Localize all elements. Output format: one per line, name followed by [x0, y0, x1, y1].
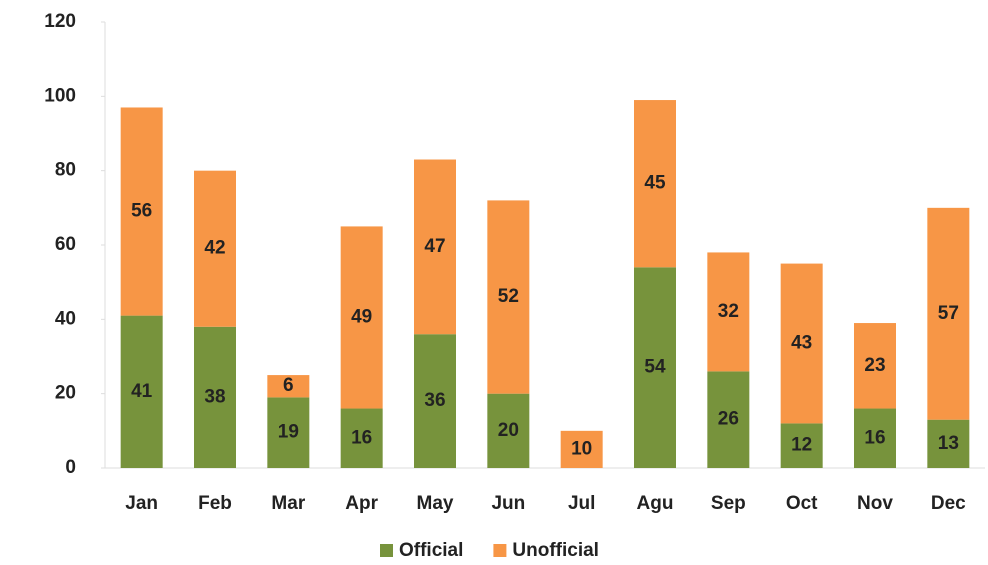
bar-segment — [487, 200, 530, 394]
bar-segment — [487, 393, 530, 468]
data-label: 49 — [351, 306, 372, 327]
data-label: 12 — [791, 435, 812, 456]
bar-segment — [120, 107, 163, 316]
x-tick-label: Feb — [198, 493, 232, 514]
data-label: 6 — [283, 375, 294, 396]
x-tick-label: Jan — [125, 493, 158, 514]
y-tick-label: 40 — [55, 308, 76, 329]
x-tick-label: Mar — [271, 493, 305, 514]
y-tick-label: 120 — [44, 11, 76, 32]
data-label: 32 — [718, 301, 739, 322]
y-tick-label: 0 — [65, 457, 76, 478]
bar-segment — [194, 326, 236, 468]
data-label: 20 — [498, 420, 519, 441]
x-tick-label: Jun — [491, 493, 525, 514]
data-label: 19 — [278, 422, 299, 443]
legend-swatch — [493, 544, 507, 557]
data-label: 41 — [131, 381, 153, 402]
x-tick-label: Dec — [931, 493, 966, 514]
x-tick-label: Oct — [786, 493, 818, 514]
bar-segment — [854, 323, 896, 409]
data-label: 43 — [791, 333, 812, 354]
data-label: 23 — [864, 355, 885, 376]
bar-segment — [267, 397, 310, 468]
data-label: 38 — [204, 386, 225, 407]
data-label: 54 — [644, 357, 666, 378]
data-label: 36 — [424, 390, 445, 411]
bar-segment — [634, 267, 676, 468]
data-label: 42 — [204, 238, 225, 259]
data-label: 10 — [571, 438, 592, 459]
bar-segment — [707, 252, 750, 372]
bar-segment — [120, 315, 163, 468]
bar-segment — [560, 430, 603, 468]
legend-label: Official — [399, 540, 463, 561]
data-label: 52 — [498, 286, 519, 307]
x-tick-label: Sep — [711, 493, 746, 514]
bar-segment — [927, 207, 970, 420]
legend-swatch — [380, 544, 393, 557]
data-label: 47 — [424, 236, 445, 257]
bar-segment — [267, 375, 310, 398]
x-tick-label: May — [417, 493, 454, 514]
y-tick-label: 60 — [55, 234, 76, 255]
x-tick-label: Jul — [568, 493, 595, 514]
bar-segment — [194, 170, 236, 327]
bar-segment — [340, 408, 383, 468]
bar-segment — [780, 423, 823, 468]
data-label: 26 — [718, 409, 739, 430]
data-label: 45 — [644, 173, 666, 194]
data-label: 16 — [351, 427, 372, 448]
legend-label: Unofficial — [512, 540, 599, 561]
bar-segment — [707, 371, 750, 468]
bar-segment — [780, 263, 823, 424]
data-label: 13 — [938, 433, 959, 454]
bar-segment — [634, 100, 676, 268]
bar-segment — [340, 226, 383, 409]
y-tick-label: 100 — [44, 85, 76, 106]
x-tick-label: Nov — [857, 493, 893, 514]
bar-segment — [414, 159, 456, 335]
bar-segment — [414, 334, 456, 468]
y-tick-label: 80 — [55, 160, 76, 181]
data-label: 57 — [938, 303, 959, 324]
x-tick-label: Apr — [345, 493, 378, 514]
bar-segment — [854, 408, 896, 468]
x-tick-label: Agu — [637, 493, 674, 514]
y-tick-label: 20 — [55, 383, 76, 404]
data-label: 56 — [131, 201, 152, 222]
data-label: 16 — [864, 427, 885, 448]
bar-segment — [927, 419, 970, 468]
